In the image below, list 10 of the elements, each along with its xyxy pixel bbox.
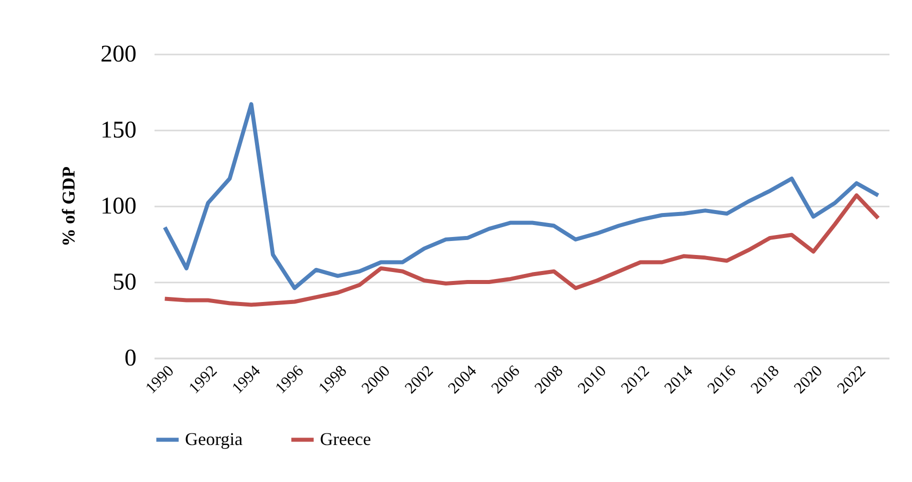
line-series bbox=[162, 102, 880, 290]
legend-label: Greece bbox=[320, 428, 371, 449]
y-axis-title: % of GDP bbox=[58, 166, 78, 246]
y-tick-label: 200 bbox=[100, 42, 136, 68]
y-tick-label: 0 bbox=[124, 346, 136, 372]
y-tick-label: 50 bbox=[112, 270, 136, 296]
line-series bbox=[162, 193, 880, 307]
y-tick-label: 100 bbox=[100, 194, 136, 220]
y-tick-label: 150 bbox=[100, 118, 136, 144]
legend-label: Georgia bbox=[185, 428, 243, 449]
